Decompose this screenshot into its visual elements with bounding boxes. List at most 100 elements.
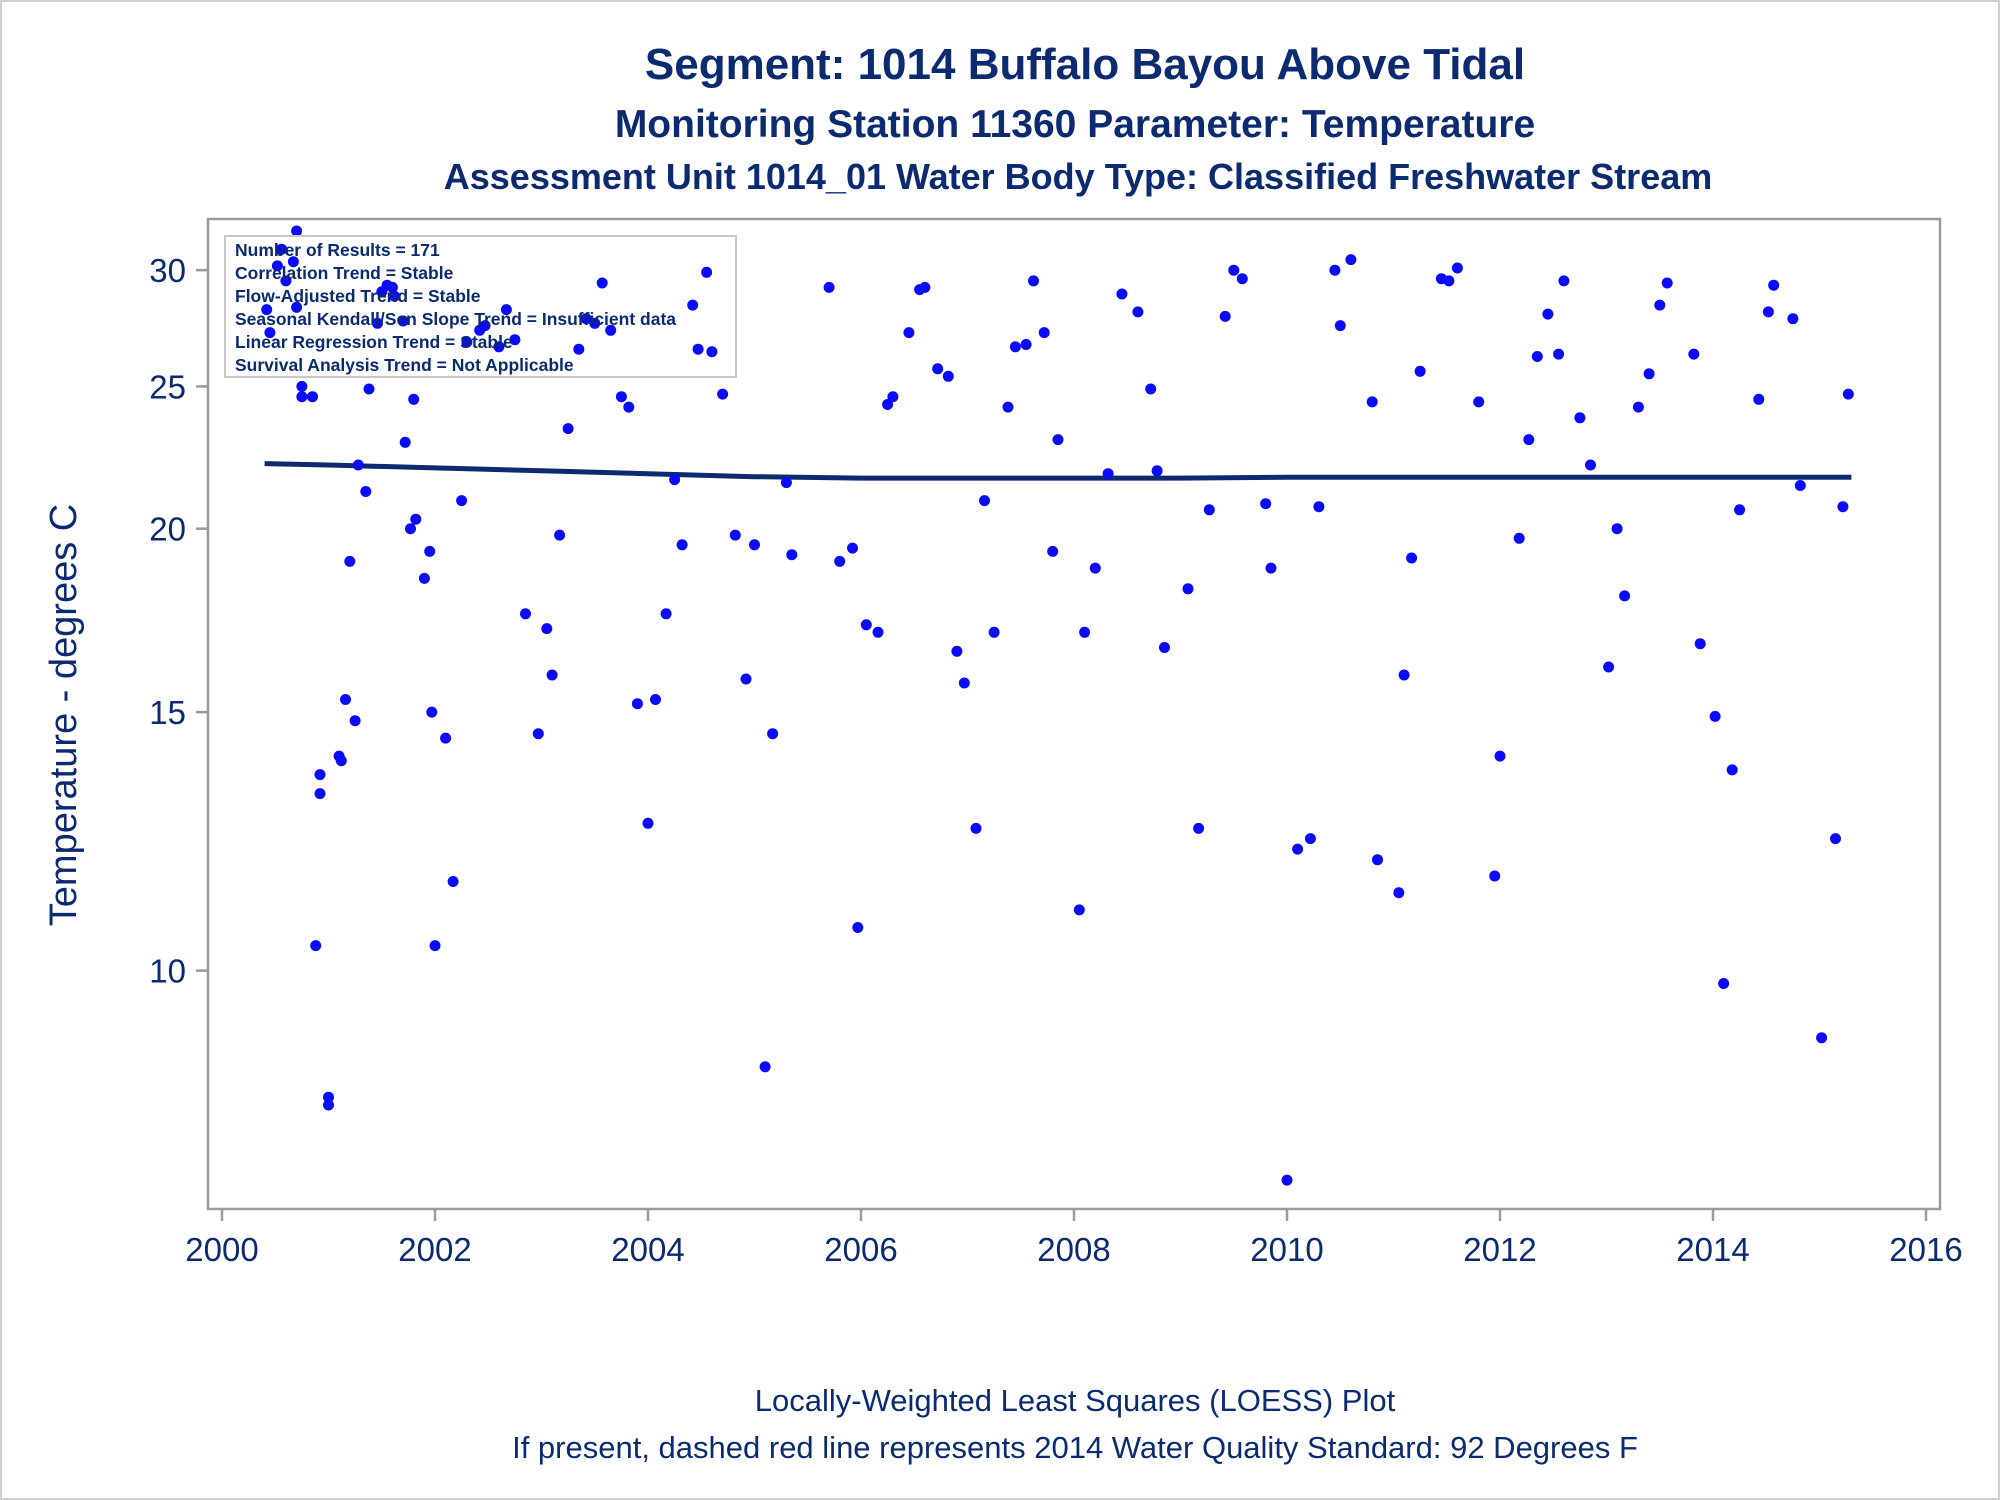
data-point bbox=[1451, 262, 1463, 274]
y-tick-label: 25 bbox=[149, 368, 186, 405]
data-point bbox=[340, 694, 351, 705]
data-point bbox=[1414, 365, 1426, 377]
data-point bbox=[623, 401, 635, 413]
data-point bbox=[261, 304, 273, 316]
data-point bbox=[1151, 465, 1163, 477]
loess-trend-line bbox=[264, 461, 1852, 481]
x-tick-label: 2006 bbox=[824, 1231, 897, 1268]
data-point bbox=[852, 922, 864, 933]
data-point bbox=[1228, 264, 1240, 276]
data-point bbox=[386, 281, 398, 293]
data-point bbox=[958, 677, 970, 689]
data-point bbox=[1236, 273, 1248, 285]
data-point bbox=[296, 391, 308, 403]
loess-line bbox=[264, 461, 1852, 481]
data-point bbox=[424, 545, 436, 557]
data-point bbox=[500, 304, 512, 316]
y-axis: 10 15 20 25 30 bbox=[149, 252, 208, 990]
data-point bbox=[287, 256, 299, 268]
footnote-standard: If present, dashed red line represents 2… bbox=[512, 1430, 1638, 1465]
data-point bbox=[1558, 275, 1570, 287]
data-point bbox=[363, 383, 375, 395]
data-point bbox=[546, 669, 558, 681]
data-point bbox=[1726, 764, 1738, 776]
data-point bbox=[479, 320, 491, 332]
data-point bbox=[1553, 348, 1565, 360]
data-point bbox=[631, 698, 643, 710]
data-point bbox=[660, 608, 672, 620]
data-point bbox=[1654, 299, 1666, 311]
chart-subtitle: Monitoring Station 11360 Parameter: Temp… bbox=[615, 103, 1535, 146]
data-point bbox=[1837, 501, 1849, 513]
data-point bbox=[1688, 348, 1700, 360]
data-point bbox=[310, 940, 322, 952]
data-point bbox=[759, 1061, 771, 1073]
data-point bbox=[1694, 638, 1706, 650]
x-tick-label: 2008 bbox=[1037, 1231, 1110, 1268]
data-point bbox=[291, 225, 303, 237]
data-point bbox=[1494, 750, 1506, 762]
data-point bbox=[919, 281, 931, 293]
data-point bbox=[264, 327, 276, 339]
x-tick-label: 2000 bbox=[185, 1231, 258, 1268]
data-point bbox=[360, 486, 372, 497]
data-point bbox=[1842, 388, 1854, 400]
data-point bbox=[554, 529, 566, 541]
x-tick-label: 2014 bbox=[1676, 1231, 1749, 1268]
data-point bbox=[280, 275, 292, 287]
data-point bbox=[1794, 480, 1806, 491]
data-point bbox=[642, 817, 654, 829]
data-point bbox=[573, 343, 585, 355]
data-point bbox=[372, 317, 383, 329]
data-point bbox=[271, 260, 283, 272]
data-point bbox=[650, 694, 661, 705]
data-point bbox=[605, 324, 617, 336]
y-tick-label: 20 bbox=[149, 511, 186, 548]
data-point bbox=[1281, 1174, 1293, 1186]
data-point bbox=[493, 341, 505, 353]
data-point bbox=[405, 523, 416, 535]
data-point bbox=[1443, 275, 1455, 287]
x-tick-label: 2010 bbox=[1250, 1231, 1323, 1268]
data-point bbox=[1203, 504, 1215, 516]
data-point bbox=[440, 732, 452, 744]
data-point bbox=[1718, 978, 1730, 989]
data-point bbox=[1329, 264, 1341, 276]
data-point bbox=[1611, 523, 1623, 535]
y-axis-label: Temperature - degrees C bbox=[43, 504, 85, 926]
x-tick-label: 2004 bbox=[611, 1231, 684, 1268]
data-point bbox=[349, 715, 361, 727]
data-point bbox=[418, 572, 430, 584]
data-point bbox=[447, 876, 459, 887]
data-point bbox=[1345, 254, 1357, 266]
data-point bbox=[1643, 368, 1655, 380]
data-point bbox=[1313, 501, 1325, 513]
data-point bbox=[397, 315, 409, 327]
stats-survival-analysis-trend: Survival Analysis Trend = Not Applicable bbox=[235, 355, 574, 375]
data-point bbox=[767, 728, 779, 740]
data-point bbox=[834, 555, 846, 567]
data-point bbox=[291, 301, 303, 313]
data-point bbox=[589, 317, 601, 329]
data-point bbox=[1709, 710, 1721, 722]
data-point bbox=[729, 529, 741, 541]
x-tick-label: 2012 bbox=[1463, 1231, 1536, 1268]
x-axis: 2000 2002 2004 2006 2008 2010 2012 2014 2016 bbox=[185, 1209, 1963, 1268]
data-point bbox=[1787, 313, 1799, 325]
data-point bbox=[687, 299, 699, 311]
data-point bbox=[314, 769, 326, 781]
data-point bbox=[887, 391, 899, 403]
data-point bbox=[1603, 661, 1615, 673]
data-point bbox=[429, 940, 441, 952]
data-point bbox=[615, 391, 627, 403]
data-point bbox=[562, 423, 574, 435]
x-tick-label: 2016 bbox=[1889, 1231, 1962, 1268]
data-point bbox=[951, 645, 963, 657]
data-point bbox=[426, 706, 438, 718]
data-point bbox=[942, 370, 954, 382]
chart-title: Segment: 1014 Buffalo Bayou Above Tidal bbox=[645, 40, 1525, 89]
data-point bbox=[749, 539, 760, 551]
data-point bbox=[1513, 532, 1525, 544]
stats-seasonal-kendall-trend: Seasonal Kendall/Sen Slope Trend = Insuf… bbox=[235, 309, 676, 329]
data-point bbox=[1816, 1032, 1828, 1044]
